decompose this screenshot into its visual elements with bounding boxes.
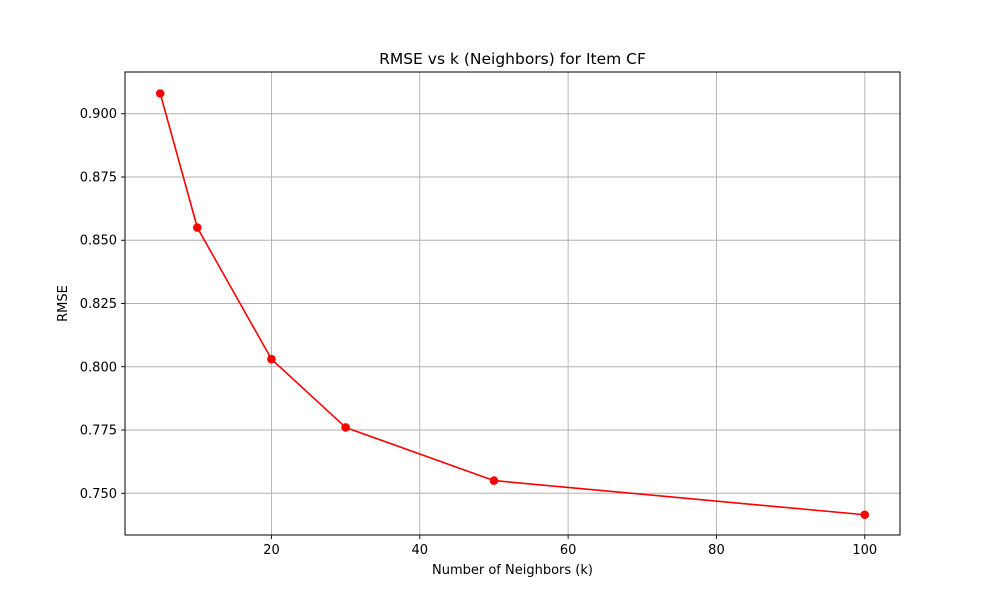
y-axis-label: RMSE bbox=[56, 285, 71, 322]
data-point bbox=[155, 89, 165, 98]
x-axis-label: Number of Neighbors (k) bbox=[432, 563, 593, 578]
chart-title: RMSE vs k (Neighbors) for Item CF bbox=[379, 50, 646, 68]
data-point bbox=[860, 510, 870, 520]
x-tick-label: 40 bbox=[412, 543, 429, 558]
data-point bbox=[489, 476, 499, 485]
grid bbox=[125, 72, 900, 535]
plot-frame bbox=[124, 71, 901, 536]
data-point bbox=[341, 423, 350, 432]
y-tick-label: 0.800 bbox=[80, 360, 117, 375]
y-tick-label: 0.775 bbox=[80, 424, 117, 439]
y-tick-label: 0.825 bbox=[80, 297, 117, 312]
x-tick-label: 80 bbox=[708, 543, 725, 558]
y-tick-label: 0.875 bbox=[80, 170, 117, 185]
x-tick-label: 100 bbox=[852, 543, 877, 558]
data-point bbox=[193, 223, 202, 232]
series-layer bbox=[155, 89, 870, 520]
y-tick-label: 0.900 bbox=[80, 107, 117, 122]
y-tick-label: 0.750 bbox=[80, 487, 117, 502]
y-tick-label: 0.850 bbox=[80, 234, 117, 249]
series-line bbox=[159, 93, 865, 516]
x-tick-label: 60 bbox=[560, 543, 577, 558]
axis-ticks: 20 40 60 80 100 0.750 0.775 0.800 0.825 0.850 0.87… bbox=[80, 107, 877, 558]
data-point bbox=[267, 354, 276, 364]
x-tick-label: 20 bbox=[263, 543, 280, 558]
